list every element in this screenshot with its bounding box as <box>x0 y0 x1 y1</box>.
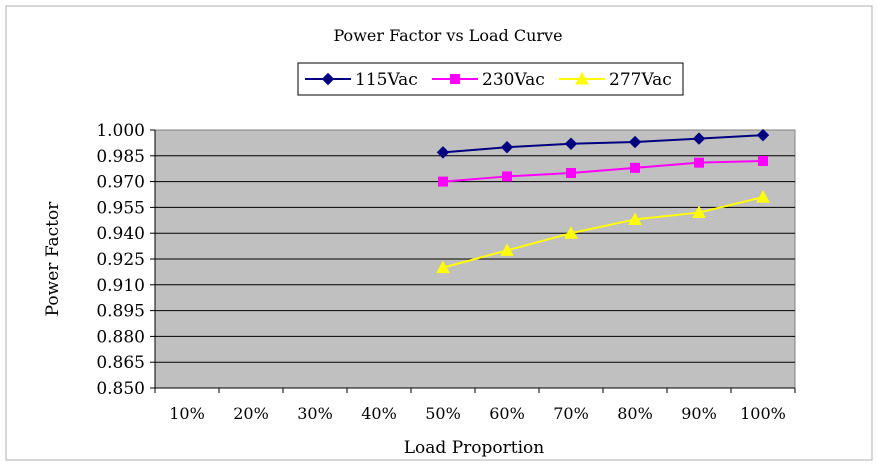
legend: 115Vac 230Vac 277Vac <box>297 62 684 96</box>
y-axis-label: Power Factor <box>43 201 63 316</box>
y-tick-label: 0.850 <box>96 379 145 399</box>
y-tick-label: 0.880 <box>96 327 145 347</box>
x-tick-label: 40% <box>361 404 397 423</box>
data-point-115Vac <box>500 140 514 154</box>
x-tick-label: 90% <box>681 404 717 423</box>
axes <box>154 130 796 393</box>
y-tick-label: 0.865 <box>96 353 145 373</box>
x-axis-label: Load Proportion <box>404 438 544 458</box>
y-tick-label: 0.940 <box>96 224 145 244</box>
data-point-115Vac <box>628 135 642 149</box>
x-tick-label: 10% <box>169 404 205 423</box>
legend-marker-230Vac <box>450 74 460 84</box>
legend-label-115Vac: 115Vac <box>355 70 418 90</box>
data-point-277Vac <box>436 260 450 274</box>
series-115Vac <box>436 128 770 159</box>
chart-title: Power Factor vs Load Curve <box>333 26 562 45</box>
data-point-230Vac <box>502 171 512 182</box>
data-point-277Vac <box>564 226 578 239</box>
y-tick-labels: 1.000 0.985 0.970 0.955 0.940 0.925 0.910 0.895… <box>96 121 145 399</box>
y-tick-label: 0.925 <box>96 250 145 270</box>
data-point-230Vac <box>630 162 640 173</box>
series-230Vac <box>438 155 768 187</box>
data-point-230Vac <box>566 168 576 178</box>
y-tick-label: 0.970 <box>96 173 145 193</box>
data-point-277Vac <box>692 205 706 219</box>
data-point-115Vac <box>436 146 450 159</box>
series-line-277Vac <box>442 196 764 269</box>
y-tick-label: 0.910 <box>96 276 145 296</box>
legend-marker-115Vac <box>321 72 335 86</box>
y-tick-label: 0.985 <box>96 147 145 167</box>
data-point-115Vac <box>564 137 578 150</box>
legend-box <box>297 62 684 96</box>
y-tick-label: 0.955 <box>96 198 145 218</box>
x-tick-label: 80% <box>617 404 653 423</box>
legend-marker-277Vac <box>575 71 589 85</box>
series-line-230Vac <box>442 159 764 183</box>
series-lines <box>436 128 770 274</box>
legend-label-277Vac: 277Vac <box>609 70 672 90</box>
data-point-115Vac <box>692 132 706 145</box>
data-point-230Vac <box>694 157 704 168</box>
data-point-230Vac <box>758 155 768 166</box>
y-tick-label: 1.000 <box>96 121 145 141</box>
y-tick-label: 0.895 <box>96 302 145 322</box>
x-tick-labels: 10% 20% 30% 40% 50% 60% 70% 80% 90% 100% <box>169 404 786 423</box>
x-tick-label: 30% <box>297 404 333 423</box>
series-line-115Vac <box>442 134 764 154</box>
data-point-115Vac <box>756 128 770 142</box>
x-tick-label: 60% <box>489 404 525 423</box>
data-point-277Vac <box>756 190 770 203</box>
x-tick-label: 50% <box>425 404 461 423</box>
data-point-277Vac <box>500 243 514 256</box>
legend-label-230Vac: 230Vac <box>482 70 545 90</box>
data-point-230Vac <box>438 176 448 187</box>
data-point-277Vac <box>628 212 642 225</box>
series-277Vac <box>436 190 770 274</box>
x-tick-label: 100% <box>740 404 786 423</box>
x-tick-label: 20% <box>233 404 269 423</box>
x-tick-label: 70% <box>553 404 589 423</box>
